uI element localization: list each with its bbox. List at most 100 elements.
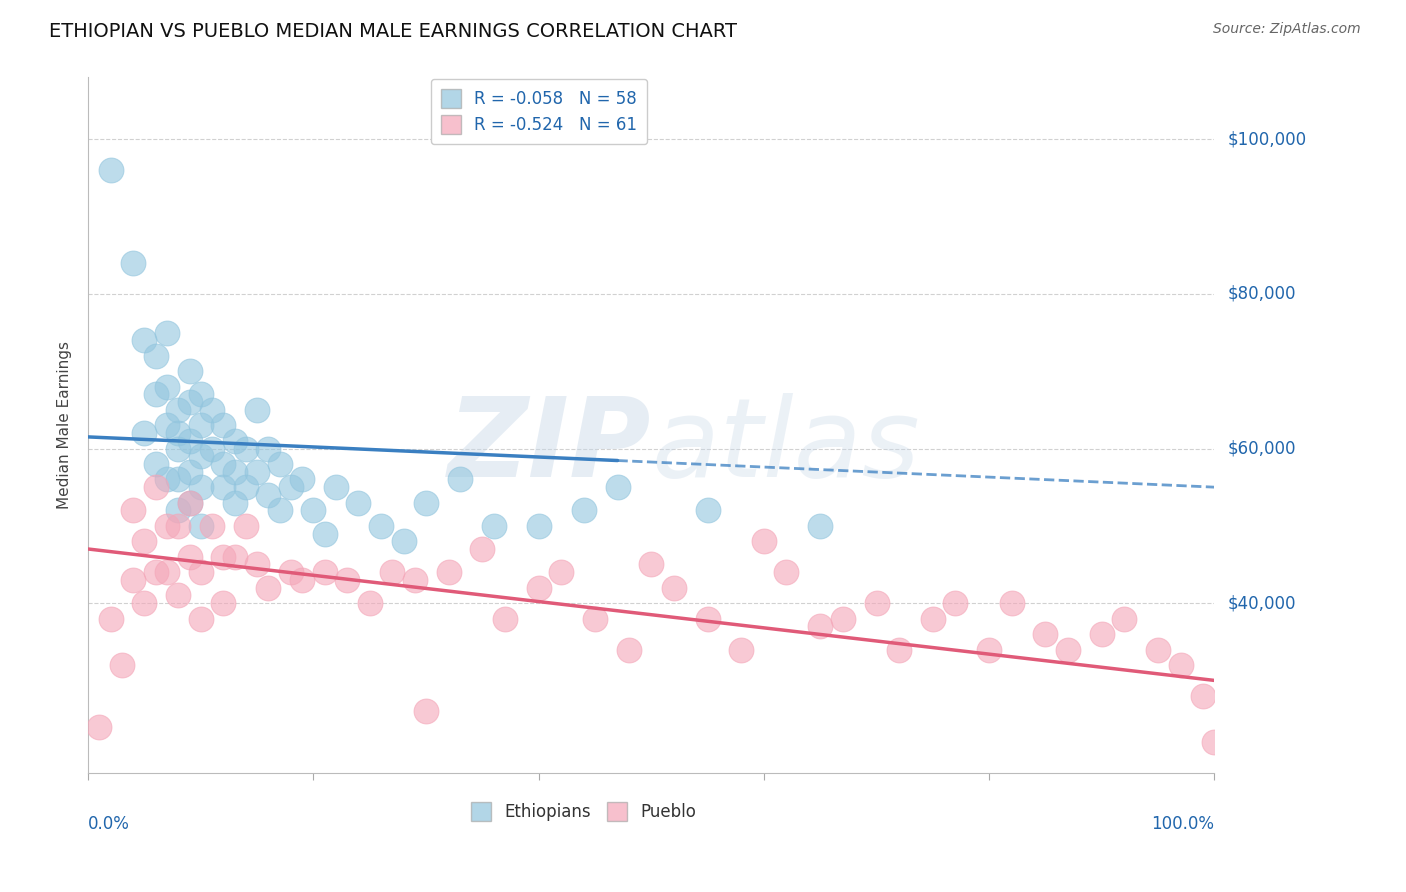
Point — [156, 472, 179, 486]
Point — [156, 326, 179, 340]
Point — [122, 503, 145, 517]
Point — [246, 465, 269, 479]
Point — [212, 418, 235, 433]
Point — [179, 549, 201, 564]
Point — [314, 526, 336, 541]
Point — [370, 518, 392, 533]
Point — [246, 402, 269, 417]
Point — [167, 518, 190, 533]
Text: Source: ZipAtlas.com: Source: ZipAtlas.com — [1213, 22, 1361, 37]
Point — [179, 395, 201, 409]
Point — [730, 642, 752, 657]
Text: ETHIOPIAN VS PUEBLO MEDIAN MALE EARNINGS CORRELATION CHART: ETHIOPIAN VS PUEBLO MEDIAN MALE EARNINGS… — [49, 22, 737, 41]
Point — [437, 565, 460, 579]
Point — [269, 457, 291, 471]
Point — [257, 442, 280, 456]
Point — [921, 611, 943, 625]
Point — [415, 704, 437, 718]
Point — [224, 495, 246, 509]
Point — [190, 565, 212, 579]
Point — [145, 349, 167, 363]
Point — [145, 480, 167, 494]
Point — [201, 518, 224, 533]
Point — [156, 518, 179, 533]
Point — [235, 480, 257, 494]
Point — [404, 573, 426, 587]
Point — [134, 333, 156, 347]
Point — [179, 434, 201, 448]
Point — [190, 387, 212, 401]
Point — [392, 534, 415, 549]
Point — [201, 442, 224, 456]
Point — [831, 611, 853, 625]
Point — [111, 657, 134, 672]
Point — [640, 558, 662, 572]
Point — [325, 480, 347, 494]
Point — [449, 472, 471, 486]
Point — [100, 611, 122, 625]
Point — [156, 379, 179, 393]
Point — [550, 565, 572, 579]
Point — [212, 596, 235, 610]
Point — [583, 611, 606, 625]
Point — [1147, 642, 1170, 657]
Point — [314, 565, 336, 579]
Point — [257, 581, 280, 595]
Point — [179, 465, 201, 479]
Point — [122, 573, 145, 587]
Point — [572, 503, 595, 517]
Point — [167, 588, 190, 602]
Point — [167, 472, 190, 486]
Point — [527, 518, 550, 533]
Legend: Ethiopians, Pueblo: Ethiopians, Pueblo — [464, 795, 703, 828]
Point — [1170, 657, 1192, 672]
Point — [179, 495, 201, 509]
Point — [696, 611, 718, 625]
Text: $40,000: $40,000 — [1227, 594, 1296, 612]
Point — [336, 573, 359, 587]
Point — [617, 642, 640, 657]
Point — [662, 581, 685, 595]
Point — [190, 418, 212, 433]
Point — [134, 425, 156, 440]
Point — [808, 518, 831, 533]
Point — [1057, 642, 1080, 657]
Point — [291, 573, 314, 587]
Point — [212, 457, 235, 471]
Point — [945, 596, 967, 610]
Point — [887, 642, 910, 657]
Point — [979, 642, 1001, 657]
Point — [190, 518, 212, 533]
Point — [145, 565, 167, 579]
Point — [179, 364, 201, 378]
Point — [775, 565, 797, 579]
Point — [167, 402, 190, 417]
Point — [212, 480, 235, 494]
Point — [212, 549, 235, 564]
Text: 100.0%: 100.0% — [1152, 815, 1215, 833]
Text: $60,000: $60,000 — [1227, 440, 1296, 458]
Point — [865, 596, 887, 610]
Point — [1204, 735, 1226, 749]
Point — [134, 534, 156, 549]
Point — [201, 402, 224, 417]
Text: atlas: atlas — [651, 392, 920, 500]
Point — [235, 518, 257, 533]
Point — [269, 503, 291, 517]
Point — [224, 434, 246, 448]
Point — [1035, 627, 1057, 641]
Point — [235, 442, 257, 456]
Point — [179, 495, 201, 509]
Text: 0.0%: 0.0% — [89, 815, 129, 833]
Point — [752, 534, 775, 549]
Point — [122, 256, 145, 270]
Point — [156, 565, 179, 579]
Point — [527, 581, 550, 595]
Point — [482, 518, 505, 533]
Point — [89, 720, 111, 734]
Text: $100,000: $100,000 — [1227, 130, 1308, 148]
Point — [415, 495, 437, 509]
Point — [280, 480, 302, 494]
Point — [696, 503, 718, 517]
Text: $80,000: $80,000 — [1227, 285, 1296, 303]
